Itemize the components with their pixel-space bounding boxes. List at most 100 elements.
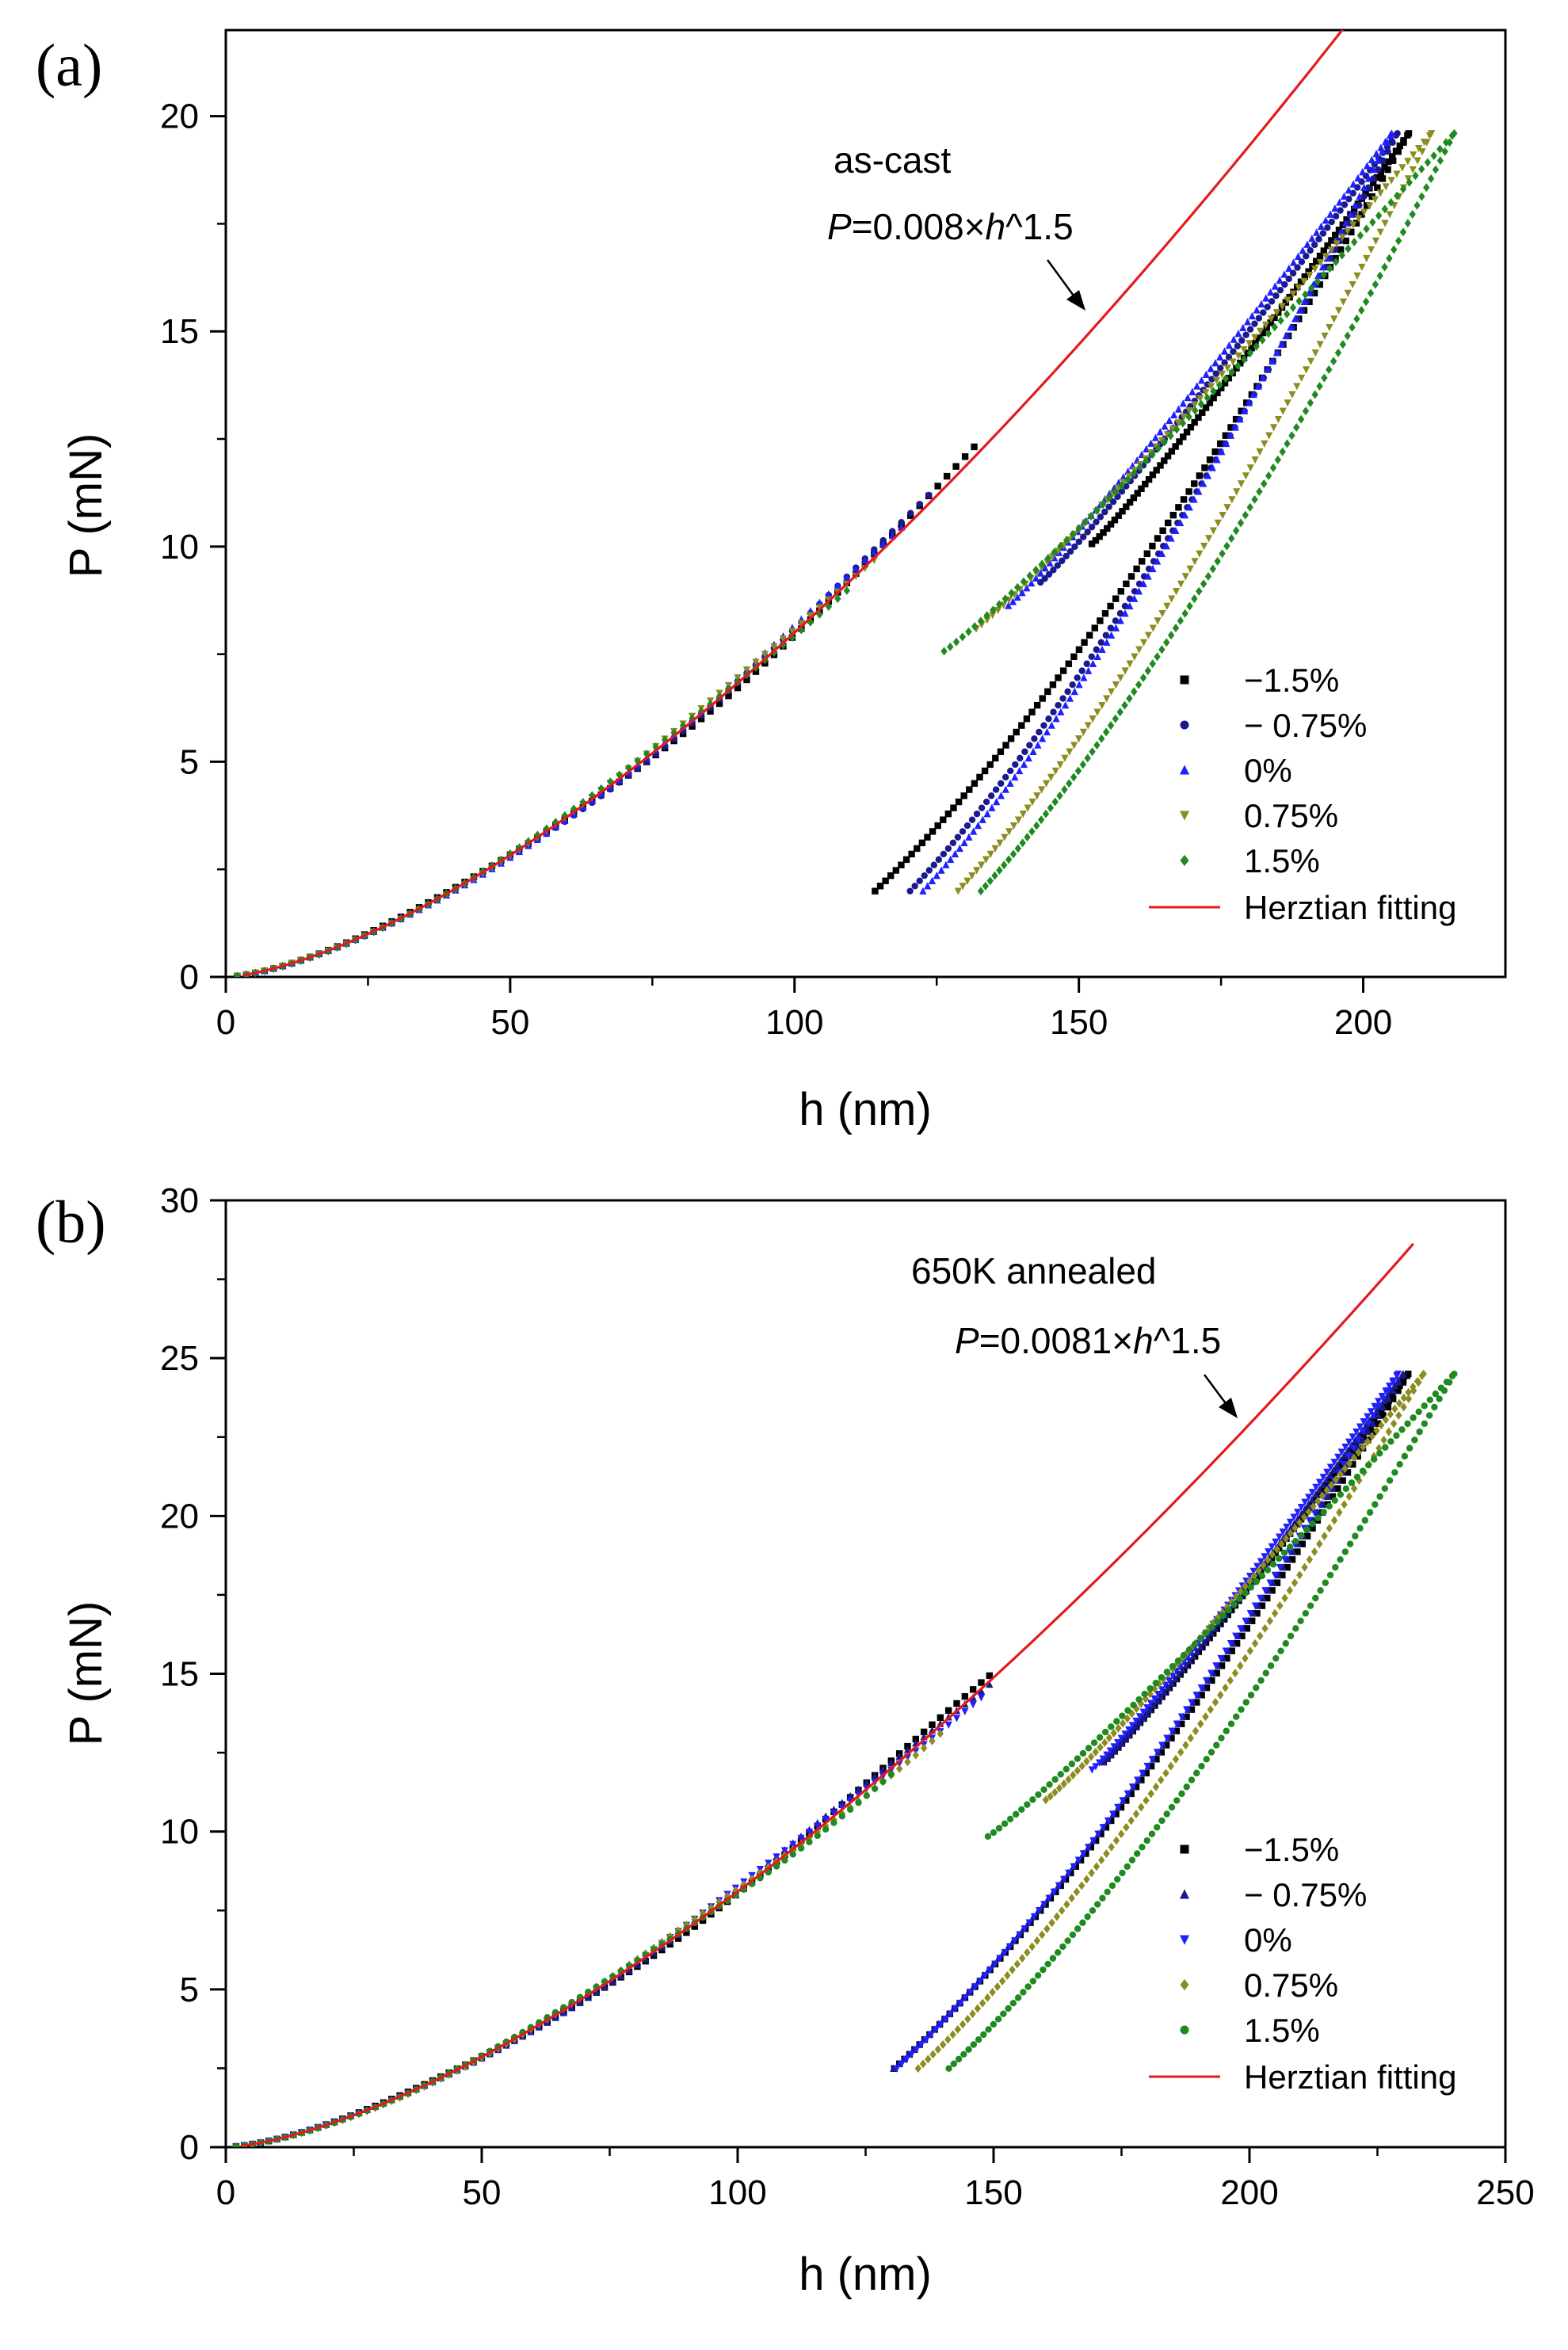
data-point: [1099, 1824, 1107, 1832]
data-point: [1181, 511, 1189, 519]
data-point: [1399, 185, 1407, 194]
data-point: [1169, 1662, 1177, 1670]
data-point: [1089, 659, 1097, 667]
data-point: [1272, 309, 1280, 317]
data-point: [1256, 487, 1263, 496]
data-point: [1280, 270, 1288, 278]
data-point: [1112, 487, 1120, 497]
data-point: [1281, 1556, 1289, 1564]
data-point: [1312, 1594, 1319, 1602]
data-point: [1284, 439, 1291, 448]
data-point: [1060, 1780, 1067, 1788]
data-point: [1196, 586, 1203, 596]
data-point: [1391, 245, 1398, 254]
data-point: [1344, 1446, 1352, 1454]
data-point: [1047, 1791, 1054, 1801]
data-point: [1322, 253, 1330, 261]
data-point: [1265, 432, 1273, 440]
data-point: [1158, 1686, 1166, 1694]
data-point: [1311, 1490, 1320, 1498]
data-point: [1125, 472, 1133, 481]
data-point: [1101, 1728, 1109, 1736]
data-point: [1013, 593, 1021, 601]
data-point: [1179, 1665, 1187, 1673]
data-point: [1093, 652, 1101, 661]
legend-label: 0%: [1244, 752, 1292, 789]
data-point: [1314, 277, 1322, 286]
data-point: [1132, 1722, 1140, 1730]
data-point: [1188, 1699, 1196, 1707]
data-point: [1409, 210, 1416, 219]
data-point: [1341, 1464, 1349, 1474]
data-point: [1107, 721, 1115, 731]
data-point: [1416, 1428, 1423, 1436]
data-point: [914, 845, 921, 853]
data-point: [1185, 412, 1192, 422]
data-point: [1116, 708, 1124, 717]
data-point: [697, 707, 705, 716]
legend-label: Herztian fitting: [1244, 2058, 1456, 2096]
data-point: [1180, 413, 1188, 421]
data-point: [1362, 1421, 1370, 1429]
data-point: [854, 1785, 863, 1793]
data-point: [1132, 1717, 1140, 1726]
data-point: [1346, 210, 1354, 218]
data-point: [1143, 456, 1150, 466]
data-point: [1018, 1954, 1026, 1963]
data-point: [1214, 556, 1221, 566]
data-point: [1320, 1509, 1327, 1516]
data-point: [616, 770, 623, 780]
data-point: [1250, 1571, 1258, 1581]
data-point: [1361, 1516, 1369, 1524]
data-point: [1415, 1378, 1422, 1387]
data-point: [1279, 1528, 1287, 1536]
data-point: [907, 2051, 916, 2058]
data-point: [1164, 1684, 1173, 1692]
data-point: [1313, 258, 1320, 265]
data-point: [912, 1750, 920, 1760]
data-point: [1301, 273, 1309, 280]
data-point: [1266, 1579, 1274, 1587]
data-point: [1131, 653, 1139, 661]
data-point: [1006, 779, 1014, 787]
data-point: [1202, 370, 1210, 379]
data-point: [1138, 485, 1145, 492]
data-point: [1356, 231, 1364, 240]
data-point: [1348, 228, 1355, 236]
data-point: [1337, 246, 1345, 254]
data-point: [1297, 1503, 1305, 1512]
data-point: [1265, 329, 1272, 338]
data-point: [1009, 2000, 1017, 2007]
data-point: [1364, 1428, 1372, 1436]
data-point: [1346, 1540, 1354, 1547]
data-point: [979, 1998, 986, 2008]
data-point: [1297, 1516, 1305, 1523]
data-point: [997, 780, 1005, 787]
data-point: [955, 2055, 963, 2063]
data-point: [1300, 277, 1308, 286]
data-point: [1213, 456, 1221, 464]
data-point: [852, 565, 860, 573]
data-point: [1117, 588, 1124, 595]
data-point: [1047, 773, 1055, 781]
data-point: [1369, 1412, 1377, 1420]
data-point: [977, 616, 985, 626]
data-point: [1302, 366, 1310, 374]
data-point: [1210, 394, 1217, 402]
data-point: [1248, 345, 1255, 352]
data-point: [1257, 1594, 1265, 1603]
data-point: [1206, 456, 1214, 464]
data-point: [1340, 192, 1349, 200]
data-point: [1093, 505, 1101, 515]
data-point: [1157, 462, 1164, 469]
data-point: [1182, 1741, 1189, 1750]
data-point: [1271, 282, 1279, 290]
data-point: [1351, 1436, 1359, 1444]
data-point: [1013, 1959, 1021, 1969]
data-point: [1062, 701, 1070, 709]
data-point: [1059, 1943, 1066, 1951]
data-point: [1246, 1646, 1253, 1656]
data-point: [825, 589, 833, 598]
data-point: [1152, 1679, 1159, 1687]
data-point: [1291, 1524, 1299, 1532]
